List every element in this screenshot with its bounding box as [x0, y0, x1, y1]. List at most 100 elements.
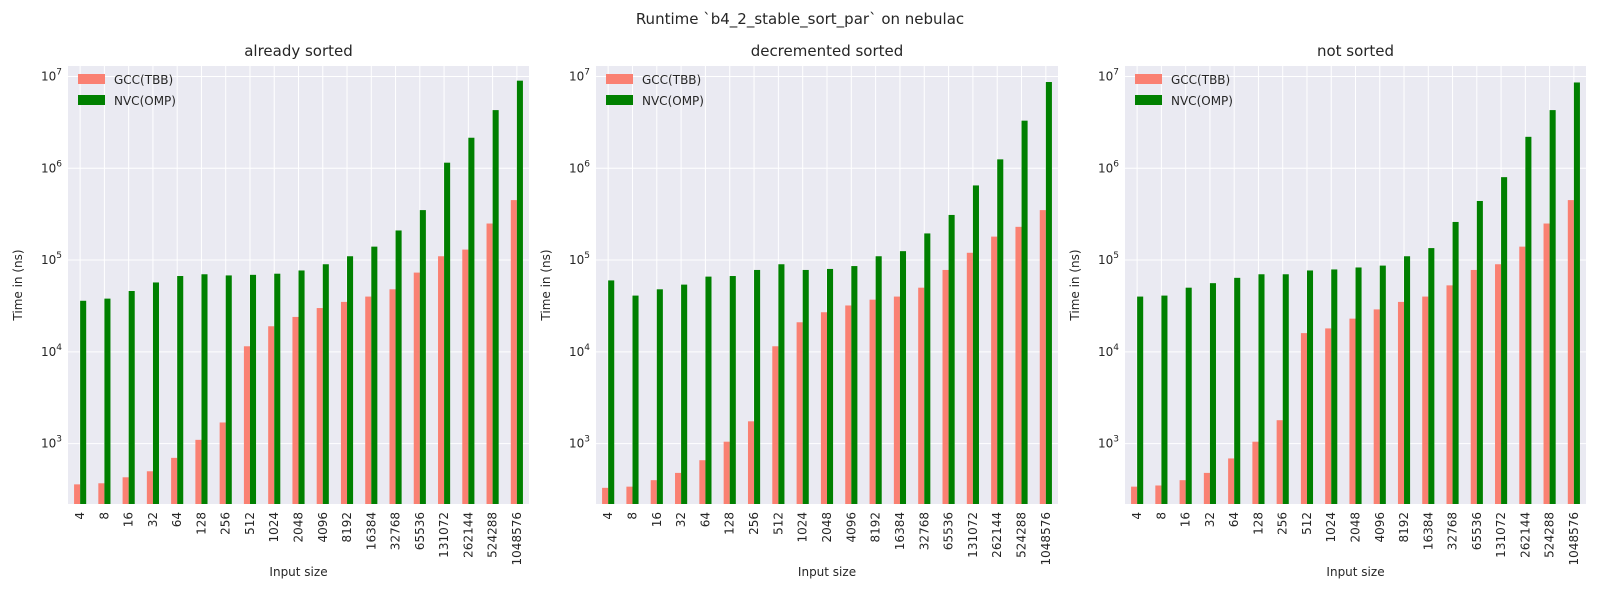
bar-nvc-omp	[516, 80, 523, 505]
x-tick-label: 2048	[820, 512, 834, 543]
bar-nvc-omp	[322, 264, 329, 504]
x-tick-label: 1024	[267, 512, 281, 543]
x-tick-label: 8	[1154, 512, 1168, 520]
bar-nvc-omp	[851, 266, 858, 504]
bar-gcc-tbb	[796, 322, 803, 504]
bar-nvc-omp	[468, 137, 475, 504]
x-tick-label: 256	[747, 512, 761, 535]
bar-nvc-omp	[1549, 110, 1556, 505]
x-tick-label: 16384	[1421, 512, 1435, 550]
bar-nvc-omp	[1501, 177, 1508, 504]
bar-gcc-tbb	[1397, 301, 1405, 504]
bar-nvc-omp	[128, 291, 135, 504]
bar-nvc-omp	[371, 246, 378, 504]
legend-label: GCC(TBB)	[1171, 73, 1230, 87]
bar-gcc-tbb	[1276, 420, 1283, 504]
y-tick-label: 104	[41, 343, 62, 359]
bar-gcc-tbb	[893, 296, 900, 504]
bar-nvc-omp	[1573, 82, 1580, 504]
legend-swatch-gcc-tbb	[78, 74, 105, 84]
bar-nvc-omp	[1137, 296, 1144, 504]
bar-gcc-tbb	[98, 483, 105, 504]
x-tick-label: 1024	[1324, 512, 1338, 543]
x-tick-label: 64	[170, 512, 184, 527]
bar-nvc-omp	[1404, 256, 1411, 504]
x-tick-label: 131072	[966, 512, 980, 558]
bar-gcc-tbb	[171, 457, 178, 504]
bar-gcc-tbb	[1203, 472, 1210, 504]
bar-gcc-tbb	[292, 316, 299, 504]
x-tick-label: 524288	[1543, 512, 1557, 558]
bar-nvc-omp	[827, 268, 834, 504]
bar-gcc-tbb	[195, 439, 202, 504]
x-tick-label: 8	[625, 512, 639, 520]
bar-nvc-omp	[152, 282, 159, 504]
legend: GCC(TBB) NVC(OMP)	[1135, 73, 1233, 108]
bar-gcc-tbb	[316, 308, 323, 504]
x-tick-label: 65536	[942, 512, 956, 550]
bar-nvc-omp	[201, 274, 208, 504]
y-axis-label: Time in (ns)	[11, 249, 25, 321]
bar-gcc-tbb	[243, 346, 250, 504]
x-tick-label: 8192	[1397, 512, 1411, 543]
bar-nvc-omp	[1209, 283, 1216, 504]
chart-panel-3: 103 104 105 106 107 4 8 16 32 64 128 256 512 1024 2048…	[1068, 42, 1586, 579]
x-tick-label: 4096	[1373, 512, 1387, 543]
x-tick-label: 4096	[316, 512, 330, 543]
legend-swatch-nvc-omp	[1135, 95, 1162, 105]
bar-nvc-omp	[274, 273, 281, 504]
y-tick-label: 106	[1098, 159, 1119, 175]
legend-label: GCC(TBB)	[114, 73, 173, 87]
bar-nvc-omp	[729, 276, 736, 504]
y-tick-label: 107	[569, 67, 590, 83]
x-tick-label: 2048	[292, 512, 306, 543]
bar-nvc-omp	[1452, 221, 1459, 504]
y-tick-label: 103	[1098, 435, 1119, 451]
bar-nvc-omp	[1331, 269, 1338, 504]
y-tick-label: 107	[1098, 67, 1119, 83]
x-tick-label: 4	[601, 512, 615, 520]
bar-gcc-tbb	[146, 471, 153, 504]
x-tick-label: 32768	[389, 512, 403, 550]
x-tick-label: 256	[219, 512, 233, 535]
bar-gcc-tbb	[1300, 333, 1307, 504]
bar-gcc-tbb	[1228, 458, 1235, 504]
x-tick-label: 4	[73, 512, 87, 520]
x-tick-label: 256	[1276, 512, 1290, 535]
x-tick-label: 16384	[364, 512, 378, 550]
figure-title: Runtime `b4_2_stable_sort_par` on nebula…	[636, 10, 964, 29]
bar-nvc-omp	[1161, 295, 1168, 504]
bar-gcc-tbb	[1039, 210, 1046, 504]
bar-nvc-omp	[899, 251, 907, 504]
bar-gcc-tbb	[1495, 264, 1502, 504]
bar-nvc-omp	[656, 289, 663, 504]
y-tick-label: 107	[41, 67, 62, 83]
legend-swatch-gcc-tbb	[1135, 74, 1162, 84]
legend-label: NVC(OMP)	[642, 94, 704, 108]
x-tick-label: 131072	[437, 512, 451, 558]
x-tick-label: 64	[698, 512, 712, 527]
bar-nvc-omp	[1379, 265, 1386, 504]
y-tick-label: 104	[1098, 343, 1119, 359]
chart-panel-2: 103 104 105 106 107 4 8 16 32 64 128 256 512 1024 2048…	[539, 42, 1058, 579]
bar-nvc-omp	[1476, 200, 1483, 504]
bar-nvc-omp	[1525, 136, 1532, 504]
legend-label: NVC(OMP)	[1171, 94, 1233, 108]
bar-nvc-omp	[778, 264, 785, 504]
bar-gcc-tbb	[942, 269, 949, 504]
x-tick-label: 65536	[413, 512, 427, 550]
bar-gcc-tbb	[510, 200, 517, 504]
y-tick-label: 103	[41, 435, 62, 451]
bar-nvc-omp	[1282, 274, 1289, 504]
x-tick-label: 128	[1251, 512, 1265, 535]
x-tick-label: 2048	[1349, 512, 1363, 543]
bar-gcc-tbb	[602, 487, 609, 504]
bar-gcc-tbb	[122, 477, 129, 504]
x-axis-label: Input size	[798, 565, 856, 579]
y-tick-label: 103	[569, 435, 590, 451]
x-tick-label: 128	[723, 512, 737, 535]
bar-gcc-tbb	[1543, 223, 1550, 504]
bar-gcc-tbb	[1567, 200, 1574, 504]
bar-nvc-omp	[875, 256, 882, 504]
bar-gcc-tbb	[219, 422, 226, 504]
